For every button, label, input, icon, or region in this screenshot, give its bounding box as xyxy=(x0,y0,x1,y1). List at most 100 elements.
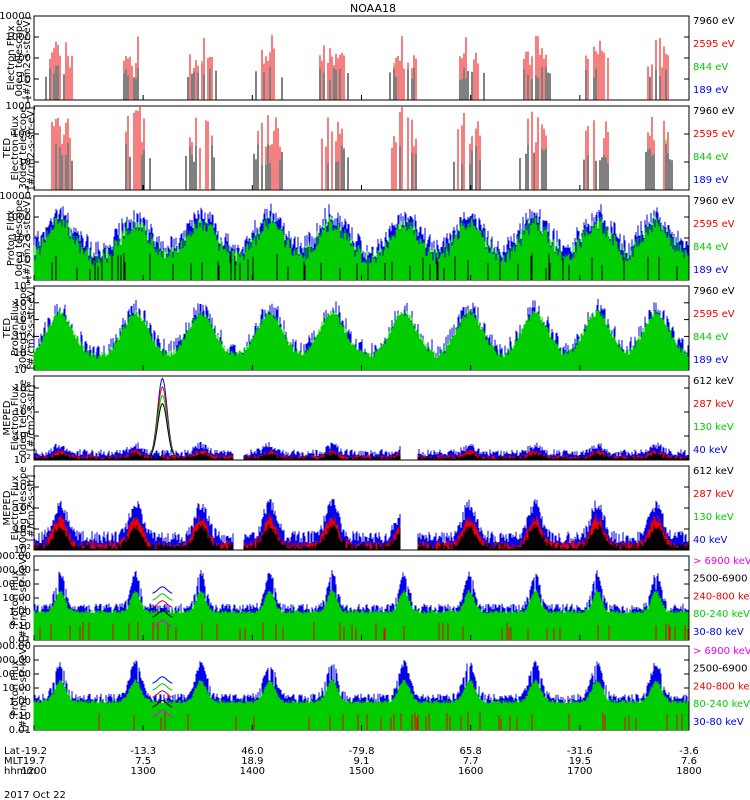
y-axis-label: [#/cm2-s-str-eV] xyxy=(22,17,33,100)
x-row-label: Lat xyxy=(4,746,20,757)
legend-entry: 7960 eV xyxy=(693,196,735,207)
legend-entry: 612 keV xyxy=(693,376,734,387)
series-red xyxy=(39,621,689,640)
panel-8: 0.01 0.10 1.00 10.00 100.00 1000.00 10000.00 Pr… xyxy=(0,641,750,736)
y-tick-label: 108 xyxy=(14,381,31,394)
series-green xyxy=(33,215,689,280)
y-tick-label: 105 xyxy=(14,279,31,292)
y-axis-label: Electron Flux xyxy=(10,475,21,540)
legend-entry: 189 eV xyxy=(693,355,728,366)
x-tick-lat: -3.6 xyxy=(679,746,699,757)
y-tick-label: 1.00 xyxy=(9,697,31,708)
y-tick-label: 0.01 xyxy=(9,635,31,646)
legend-entry: 2500-6900 xyxy=(693,574,748,585)
y-axis-label: [#/cm2-s-str] xyxy=(26,384,37,451)
series-magenta-line xyxy=(152,709,173,718)
y-tick-label: 103 xyxy=(14,522,31,535)
y-axis-label: [#/cm2-s-str-keV] xyxy=(18,644,29,732)
y-axis-label: 30deg telescope xyxy=(18,106,29,189)
legend-entry: > 6900 keV xyxy=(693,646,750,657)
legend-entry: 130 keV xyxy=(693,512,734,523)
series-green xyxy=(51,58,665,100)
legend-entry: 2595 eV xyxy=(693,39,735,50)
series-red-line xyxy=(152,600,173,608)
legend-entry: 7960 eV xyxy=(693,106,735,117)
x-row-label: hhmm xyxy=(4,766,36,777)
legend-entry: 2595 eV xyxy=(693,219,735,230)
legend-entry: 40 keV xyxy=(693,445,727,456)
x-row-label: MLT xyxy=(4,756,24,767)
legend-entry: 30-80 keV xyxy=(693,717,744,728)
panel-frame xyxy=(33,105,690,191)
y-axis-label: [#/cm2-s-str-eV] xyxy=(22,197,33,280)
legend-entry: 240-800 keV xyxy=(693,681,750,692)
y-tick-label: 1 xyxy=(25,95,31,106)
legend-entry: > 6900 keV xyxy=(693,556,750,567)
y-tick-label: 100 xyxy=(12,53,31,64)
y-tick-label: 10000 xyxy=(0,11,31,22)
y-axis-label: Proton Flux xyxy=(10,570,21,626)
x-tick-hhmm: 1800 xyxy=(676,766,701,777)
x-tick-hhmm: 1300 xyxy=(130,766,155,777)
y-tick-label: 100 xyxy=(12,129,31,140)
legend-entry: 80-240 keV xyxy=(693,609,750,620)
y-axis-label: [#/cm2-s-str-keV] xyxy=(18,554,29,642)
y-tick-label: 103 xyxy=(14,313,31,326)
x-tick-mlt: 7.5 xyxy=(135,756,151,767)
date-label: 2017 Oct 22 xyxy=(4,790,66,800)
y-tick-label: 102 xyxy=(14,329,31,342)
series-green xyxy=(33,589,689,640)
y-tick-label: 100 xyxy=(14,363,31,376)
x-tick-mlt: 7.6 xyxy=(681,756,697,767)
y-tick-label: 0.01 xyxy=(9,725,31,736)
x-tick-mlt: 7.7 xyxy=(463,756,479,767)
series-red xyxy=(98,711,683,730)
series-blue-line xyxy=(152,676,173,684)
y-tick-label: 10000 xyxy=(0,191,31,202)
y-axis-label: Electron Flux xyxy=(10,115,21,180)
series-blue-line xyxy=(152,586,173,594)
legend-entry: 844 eV xyxy=(693,152,728,163)
x-tick-lat: -19.2 xyxy=(21,746,47,757)
panels-group: 1 10 100 1000 10000 Electron Flux 0deg telesco… xyxy=(0,11,750,736)
y-tick-label: 105 xyxy=(14,480,31,493)
y-tick-label: 101 xyxy=(14,346,31,359)
y-axis-label: [#/cm2-s-str] xyxy=(26,474,37,541)
series-red-line xyxy=(152,690,173,698)
y-tick-label: 100 xyxy=(12,233,31,244)
y-tick-label: 100.00 xyxy=(0,669,31,680)
y-axis-label: MEPED xyxy=(2,400,13,435)
legend-entry: 7960 eV xyxy=(693,16,735,27)
y-axis-label: TED xyxy=(2,318,13,339)
y-tick-label: 0.10 xyxy=(9,711,31,722)
y-axis-label: 0deg telescope xyxy=(14,20,25,97)
x-tick-hhmm: 1400 xyxy=(240,766,265,777)
y-tick-label: 100.00 xyxy=(0,579,31,590)
x-tick-lat: -13.3 xyxy=(130,746,156,757)
series-green-line xyxy=(152,593,173,601)
x-tick-lat: 65.8 xyxy=(460,746,482,757)
y-tick-label: 10.00 xyxy=(2,593,31,604)
y-axis-label: [#/cm2-s-str-eV] xyxy=(26,287,37,370)
legend-entry: 40 keV xyxy=(693,535,727,546)
x-tick-mlt: 18.9 xyxy=(241,756,263,767)
series-green xyxy=(33,309,689,370)
y-tick-label: 10000.00 xyxy=(0,551,31,562)
panel-frame xyxy=(33,375,690,461)
y-tick-label: 1 xyxy=(25,185,31,196)
legend-entry: 844 eV xyxy=(693,332,728,343)
series-black-line xyxy=(149,402,175,456)
y-tick-label: 1000 xyxy=(6,101,31,112)
chart-title: NOAA18 xyxy=(350,2,396,15)
x-axis: LatMLThhmm-19.219.71200-13.37.5130046.01… xyxy=(4,95,702,777)
y-tick-label: 10 xyxy=(18,157,31,168)
y-axis-label: MEPED xyxy=(2,490,13,525)
series-magenta-line xyxy=(152,619,173,628)
y-axis-label: Proton Flux xyxy=(6,210,17,266)
legend-entry: 189 eV xyxy=(693,85,728,96)
legend-entry: 130 keV xyxy=(693,422,734,433)
legend-entry: 240-800 keV xyxy=(693,591,750,602)
y-axis-label: 90deg telescope xyxy=(18,466,29,549)
